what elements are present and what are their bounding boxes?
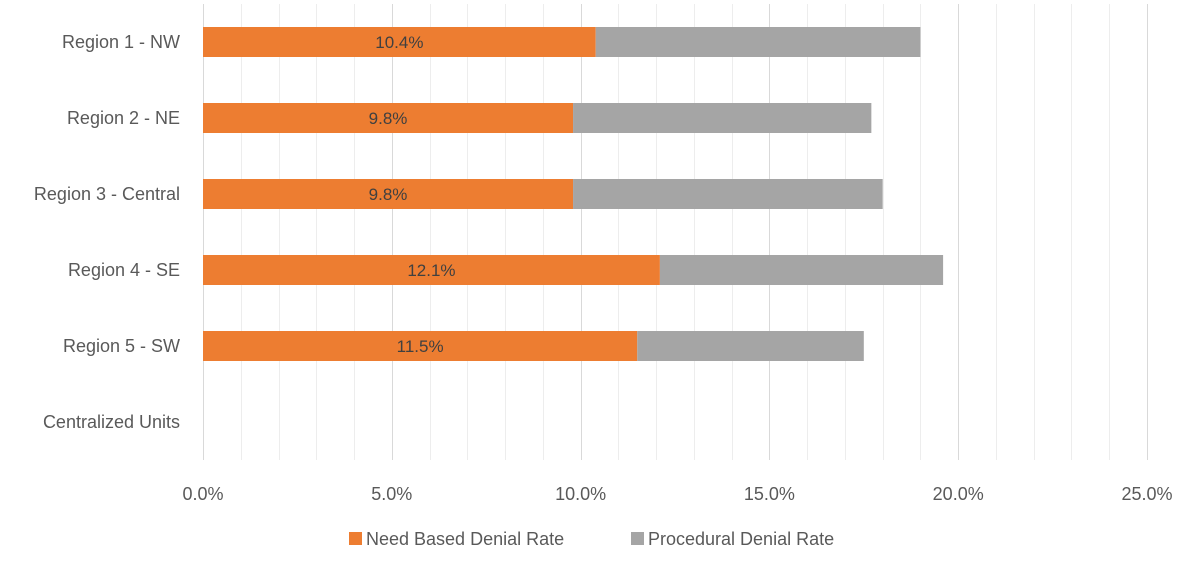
bar-data-label: 11.5% [397,337,444,356]
bar-procedural [573,103,872,133]
y-category-label: Region 2 - NE [67,108,180,128]
bar-data-label: 12.1% [407,261,455,280]
bar-need-based [203,331,638,361]
y-axis-category-labels: Region 1 - NW Region 2 - NE Region 3 - Cen… [34,32,180,432]
x-tick-label: 15.0% [744,484,795,504]
y-category-label: Centralized Units [43,412,180,432]
legend-label: Need Based Denial Rate [366,529,564,549]
legend: Need Based Denial Rate Procedural Denial … [349,529,834,549]
bar-data-label: 10.4% [375,33,423,52]
x-tick-label: 20.0% [933,484,984,504]
bar-need-based [203,103,574,133]
bar-need-based [203,255,660,285]
x-tick-label: 0.0% [182,484,223,504]
bars [203,27,944,361]
x-tick-label: 5.0% [371,484,412,504]
bar-procedural [659,255,944,285]
y-category-label: Region 3 - Central [34,184,180,204]
legend-swatch [631,532,644,545]
bar-procedural [637,331,864,361]
y-category-label: Region 1 - NW [62,32,180,52]
bar-procedural [573,179,883,209]
bar-need-based [203,179,574,209]
x-tick-label: 10.0% [555,484,606,504]
legend-label: Procedural Denial Rate [648,529,834,549]
gridlines [203,4,1148,460]
bar-procedural [595,27,921,57]
bar-data-label: 9.8% [369,109,408,128]
y-category-label: Region 5 - SW [63,336,180,356]
x-tick-label: 25.0% [1121,484,1172,504]
y-category-label: Region 4 - SE [68,260,180,280]
legend-swatch [349,532,362,545]
bar-need-based [203,27,596,57]
bar-data-label: 9.8% [369,185,408,204]
data-labels: 10.4% 9.8% 9.8% 12.1% 11.5% [369,33,456,356]
x-axis-tick-labels: 0.0% 5.0% 10.0% 15.0% 20.0% 25.0% [182,484,1172,504]
